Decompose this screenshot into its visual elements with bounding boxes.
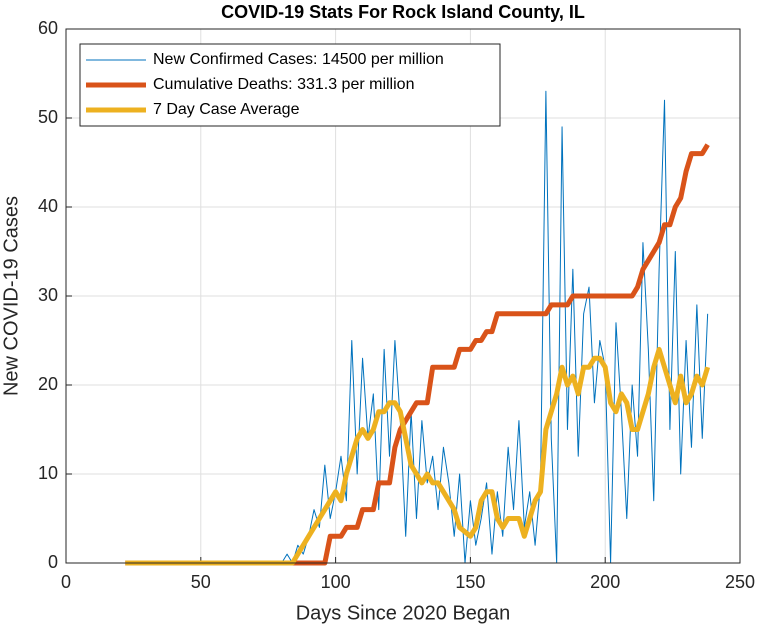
y-tick-label: 60 <box>38 18 58 38</box>
legend-box <box>79 43 501 127</box>
y-tick-label: 30 <box>38 285 58 305</box>
legend-label: New Confirmed Cases: 14500 per million <box>153 51 444 68</box>
y-tick-label: 0 <box>48 552 58 572</box>
y-tick-label: 10 <box>38 463 58 483</box>
x-tick-label: 100 <box>321 572 351 592</box>
x-tick-label: 200 <box>590 572 620 592</box>
x-tick-label: 150 <box>455 572 485 592</box>
y-tick-label: 40 <box>38 196 58 216</box>
x-tick-label: 50 <box>191 572 211 592</box>
x-tick-label: 250 <box>725 572 755 592</box>
legend: New Confirmed Cases: 14500 per million Cu… <box>79 43 501 127</box>
legend-label: Cumulative Deaths: 331.3 per million <box>153 76 414 93</box>
x-axis-label: Days Since 2020 Began <box>296 602 511 624</box>
legend-label: 7 Day Case Average <box>153 101 300 118</box>
axes-box <box>65 28 741 564</box>
x-tick-label: 0 <box>61 572 71 592</box>
y-tick-label: 20 <box>38 374 58 394</box>
y-tick-label: 50 <box>38 107 58 127</box>
y-axis-label: New COVID-19 Cases <box>0 196 22 396</box>
chart-title: COVID-19 Stats For Rock Island County, I… <box>221 2 585 22</box>
